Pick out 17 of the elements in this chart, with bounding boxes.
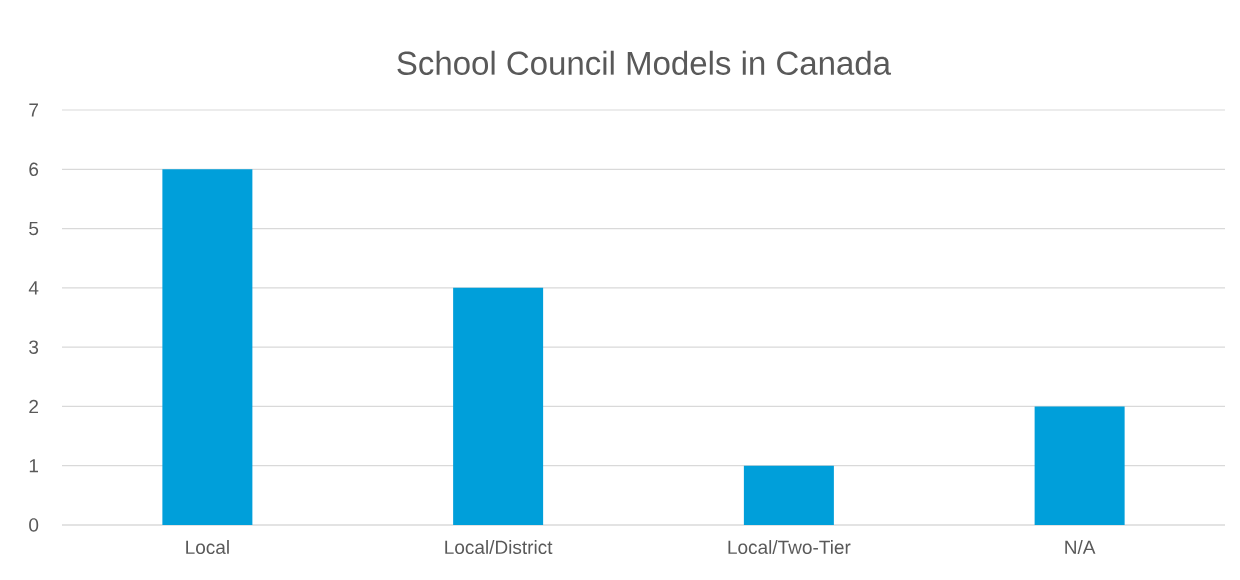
y-tick-label: 6	[29, 162, 39, 177]
y-tick-label: 1	[29, 459, 39, 473]
y-tick-label: 7	[29, 103, 39, 117]
chart-title: School Council Models in Canada	[397, 50, 892, 75]
bar	[743, 465, 834, 525]
bar	[162, 169, 253, 525]
x-tick-label: Local/District	[445, 540, 553, 555]
y-tick-label: 4	[28, 281, 39, 295]
x-tick-label: Local/Two-Tier	[728, 540, 851, 555]
y-tick-label: 3	[29, 340, 39, 354]
bar	[453, 287, 544, 525]
y-tick-label: 0	[29, 518, 39, 532]
y-tick-label: 5	[29, 221, 39, 236]
bar	[1034, 406, 1125, 525]
y-tick-label: 2	[29, 399, 39, 414]
x-tick-label: N/A	[1065, 540, 1096, 555]
x-tick-label: Local	[186, 540, 229, 555]
